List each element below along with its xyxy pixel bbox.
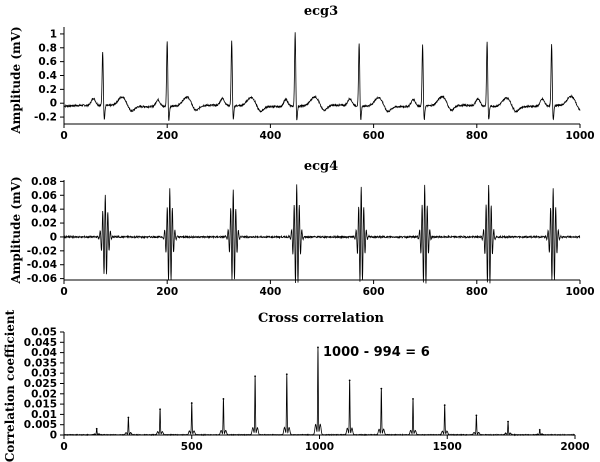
plot-area [63, 184, 581, 284]
y-tick-label: 0 [50, 430, 57, 442]
x-tick-label: 0 [60, 130, 67, 142]
y-tick-label: 0.02 [31, 388, 57, 400]
correlation-peak-point [127, 416, 130, 419]
y-tick-label: 0.08 [31, 176, 57, 188]
y-tick-label: 0.06 [31, 190, 57, 202]
axes: 0 200 400 600 800 1000-0.200.20.40.60.81 [34, 27, 595, 142]
y-tick-label: 0.05 [31, 327, 57, 339]
y-tick-label: 0.8 [38, 42, 57, 54]
x-tick-label: 1000 [565, 130, 594, 142]
plot-area [63, 32, 581, 121]
correlation-peak-point [538, 428, 541, 431]
x-tick-label: 800 [466, 130, 488, 142]
correlation-peak-point [475, 414, 478, 417]
y-tick-label: -0.2 [34, 112, 57, 124]
x-tick-label: 400 [259, 130, 281, 142]
x-tick-label: 1000 [305, 441, 334, 453]
correlation-peak-point [380, 387, 383, 390]
plot-area [63, 346, 576, 437]
x-tick-label: 200 [156, 130, 178, 142]
x-tick-label: 600 [363, 130, 385, 142]
axes: 0 200 400 600 800 1000-0.06-0.04-0.0200.020.0… [27, 176, 595, 298]
correlation-peak-point [222, 398, 225, 400]
x-tick-label: 0 [60, 441, 67, 453]
y-tick-label: 0.02 [31, 218, 57, 230]
axes: 0 500 1000 1500 2000 00.0050.010.0150.020.025… [24, 327, 590, 454]
x-tick-label: 0 [60, 286, 67, 298]
y-tick-label: 0.04 [31, 347, 57, 359]
y-axis-label: Amplitude (mV) [9, 26, 23, 134]
chart-cross-correlation: Cross correlation Correlation coefficien… [3, 309, 590, 462]
correlation-peak-point [412, 398, 414, 400]
chart-ecg4: ecg4 Amplitude (mV) 0 200 400 600 800 1000 -0.… [9, 159, 595, 298]
y-tick-label: 0.035 [24, 357, 57, 369]
correlation-peak-point [254, 375, 257, 378]
y-tick-label: -0.06 [27, 273, 57, 285]
x-tick-label: 600 [363, 286, 385, 298]
correlation-peak-point [317, 346, 319, 349]
correlation-peak-point [190, 402, 193, 404]
y-tick-label: 0 [50, 231, 57, 243]
y-tick-label: 0.025 [24, 378, 57, 390]
y-axis-label: Amplitude (mV) [9, 176, 23, 284]
chart-title: Cross correlation [258, 311, 385, 326]
lag-annotation: 1000 - 994 = 6 [323, 345, 430, 360]
ecg3-series-line [63, 32, 581, 121]
y-tick-label: 0.015 [24, 399, 57, 411]
chart-title: ecg4 [304, 159, 338, 174]
x-tick-label: 400 [259, 286, 281, 298]
chart-ecg3: ecg3 Amplitude (mV) 0 200 400 600 800 1000 -0.… [9, 4, 595, 142]
x-tick-label: 800 [466, 286, 488, 298]
y-tick-label: -0.02 [27, 245, 57, 257]
y-axis-label: Correlation coefficient [3, 309, 17, 462]
correlation-peak-point [285, 373, 288, 376]
y-tick-label: 0.03 [31, 368, 57, 380]
x-tick-label: 1000 [565, 286, 594, 298]
correlation-peak-point [95, 427, 98, 430]
y-tick-label: 0.4 [38, 70, 57, 82]
y-tick-label: 0.01 [31, 409, 57, 421]
correlation-peak-point [159, 408, 161, 411]
correlation-peak-point [507, 420, 509, 423]
correlation-peak-point [348, 379, 351, 382]
chart-title: ecg3 [304, 4, 338, 19]
x-tick-label: 2000 [560, 441, 589, 453]
y-tick-label: 0.2 [38, 84, 57, 96]
cross-correlation-series-line [63, 347, 576, 437]
correlation-peak-point [443, 404, 446, 407]
y-tick-label: 0 [50, 98, 57, 110]
y-tick-label: 0.045 [24, 337, 57, 349]
x-tick-label: 500 [181, 441, 203, 453]
y-tick-label: -0.04 [27, 259, 57, 271]
y-tick-label: 0.04 [31, 204, 57, 216]
x-tick-label: 1500 [433, 441, 462, 453]
y-tick-label: 0.005 [24, 419, 57, 431]
x-tick-label: 200 [156, 286, 178, 298]
y-tick-label: 1 [50, 28, 57, 40]
ecg4-series-line [63, 184, 581, 284]
y-tick-label: 0.6 [38, 56, 57, 68]
